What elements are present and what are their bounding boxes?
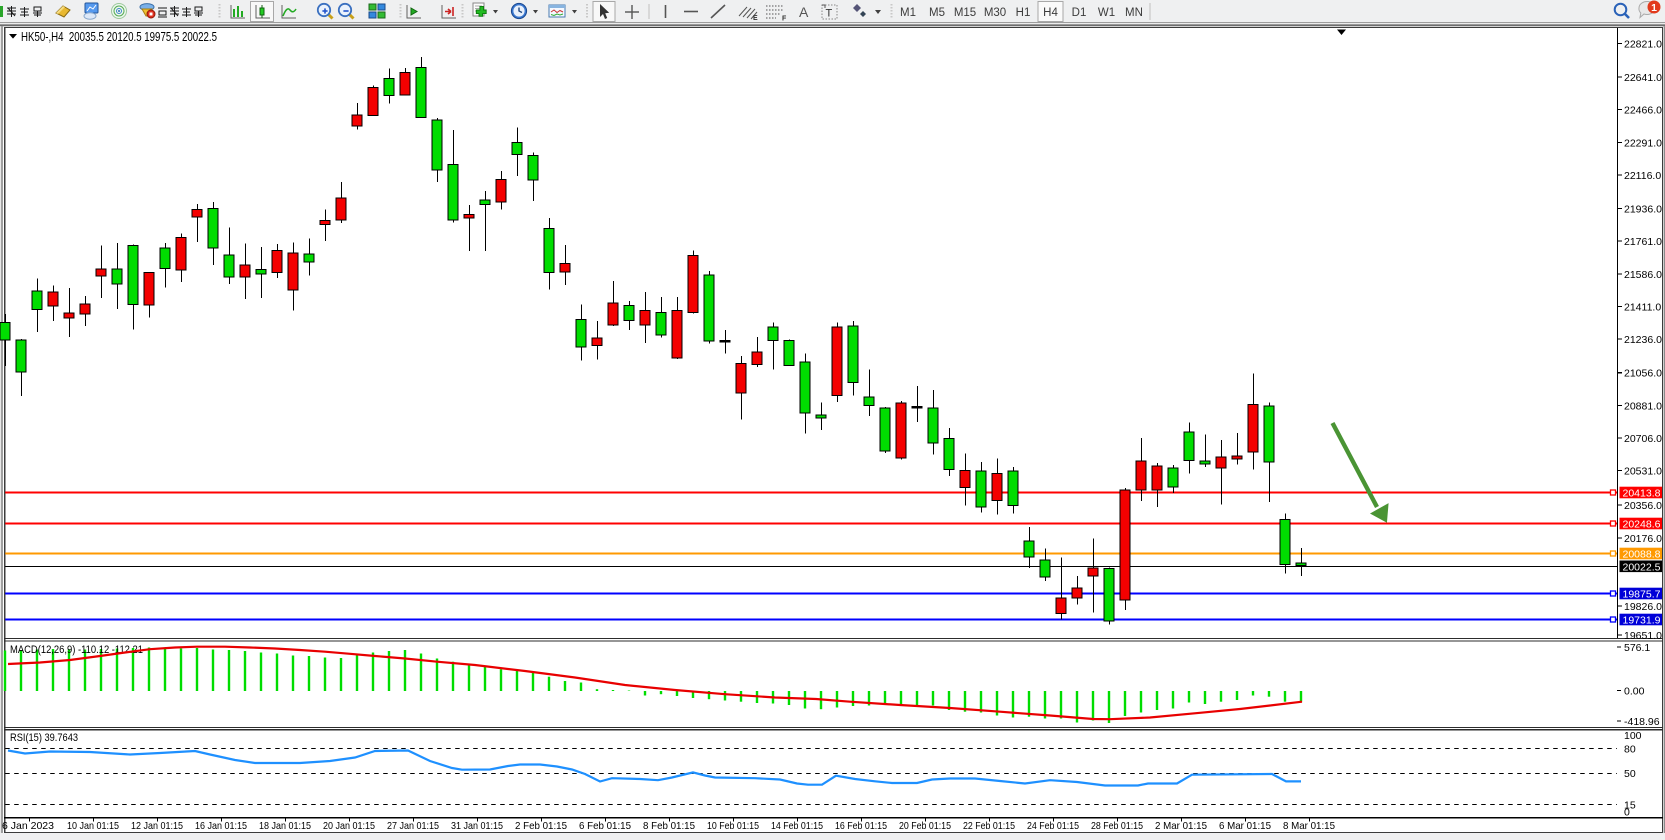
svg-text:HK50-,H4 20035.5 20120.5 1997: HK50-,H4 20035.5 20120.5 19975.5 20022.5 [21, 30, 217, 44]
svg-text:19651.0: 19651.0 [1624, 630, 1662, 642]
svg-text:50: 50 [1624, 768, 1636, 780]
svg-text:H1: H1 [1016, 7, 1031, 19]
svg-text:D1: D1 [1072, 7, 1087, 19]
svg-text:20881.0: 20881.0 [1624, 400, 1662, 412]
svg-text:M30: M30 [984, 7, 1006, 19]
svg-text:6 Feb 01:15: 6 Feb 01:15 [579, 820, 631, 832]
svg-text:18 Jan 01:15: 18 Jan 01:15 [259, 820, 311, 832]
svg-text:22641.0: 22641.0 [1624, 72, 1662, 84]
svg-text:F: F [782, 16, 787, 23]
svg-text:6 Mar 01:15: 6 Mar 01:15 [1219, 820, 1271, 832]
svg-text:0.00: 0.00 [1624, 686, 1645, 698]
svg-text:100: 100 [1624, 730, 1642, 742]
svg-text:M1: M1 [900, 7, 916, 19]
svg-text:14 Feb 01:15: 14 Feb 01:15 [771, 820, 823, 832]
svg-text:8 Mar 01:15: 8 Mar 01:15 [1283, 820, 1335, 832]
svg-text:E: E [753, 15, 758, 22]
svg-text:21936.0: 21936.0 [1624, 204, 1662, 216]
svg-text:21056.0: 21056.0 [1624, 368, 1662, 380]
svg-text:W1: W1 [1098, 7, 1115, 19]
svg-text:2 Mar 01:15: 2 Mar 01:15 [1155, 820, 1207, 832]
svg-text:19875.7: 19875.7 [1623, 589, 1661, 601]
svg-text:20706.0: 20706.0 [1624, 433, 1662, 445]
svg-text:22821.0: 22821.0 [1624, 38, 1662, 50]
svg-text:2 Feb 01:15: 2 Feb 01:15 [515, 820, 567, 832]
svg-text:20176.0: 20176.0 [1624, 533, 1662, 545]
svg-text:22291.0: 22291.0 [1624, 137, 1662, 149]
svg-text:31 Jan 01:15: 31 Jan 01:15 [451, 820, 503, 832]
svg-text:22116.0: 22116.0 [1624, 170, 1661, 182]
svg-text:20413.8: 20413.8 [1623, 488, 1661, 500]
svg-text:10 Jan 01:15: 10 Jan 01:15 [67, 820, 119, 832]
svg-text:19826.0: 19826.0 [1624, 601, 1662, 613]
svg-text:20531.0: 20531.0 [1624, 466, 1662, 478]
svg-text:20088.8: 20088.8 [1623, 549, 1661, 561]
svg-text:21761.0: 21761.0 [1624, 236, 1662, 248]
svg-text:6 Jan 2023: 6 Jan 2023 [2, 820, 54, 832]
svg-text:0: 0 [1624, 807, 1630, 819]
svg-text:RSI(15) 39.7643: RSI(15) 39.7643 [10, 732, 78, 744]
svg-text:1: 1 [1651, 2, 1657, 14]
svg-text:16 Jan 01:15: 16 Jan 01:15 [195, 820, 247, 832]
svg-text:21411.0: 21411.0 [1624, 301, 1661, 313]
svg-text:20022.5: 20022.5 [1623, 561, 1661, 573]
svg-text:M15: M15 [954, 7, 976, 19]
svg-text:24 Feb 01:15: 24 Feb 01:15 [1027, 820, 1079, 832]
svg-text:16 Feb 01:15: 16 Feb 01:15 [835, 820, 887, 832]
svg-text:12 Jan 01:15: 12 Jan 01:15 [131, 820, 183, 832]
svg-text:22 Feb 01:15: 22 Feb 01:15 [963, 820, 1015, 832]
svg-text:19731.9: 19731.9 [1623, 615, 1661, 627]
svg-text:8 Feb 01:15: 8 Feb 01:15 [643, 820, 695, 832]
svg-text:28 Feb 01:15: 28 Feb 01:15 [1091, 820, 1143, 832]
svg-text:A: A [799, 4, 809, 20]
svg-text:576.1: 576.1 [1624, 642, 1650, 654]
svg-text:20356.0: 20356.0 [1624, 500, 1662, 512]
svg-text:M5: M5 [929, 7, 945, 19]
svg-text:21586.0: 21586.0 [1624, 269, 1662, 281]
svg-text:80: 80 [1624, 744, 1636, 756]
svg-text:MACD(12,26,9) -110.12 -112.21: MACD(12,26,9) -110.12 -112.21 [10, 644, 143, 656]
svg-text:20 Feb 01:15: 20 Feb 01:15 [899, 820, 951, 832]
svg-text:-418.96: -418.96 [1624, 716, 1660, 728]
svg-text:10 Feb 01:15: 10 Feb 01:15 [707, 820, 759, 832]
svg-text:H4: H4 [1043, 7, 1058, 19]
svg-text:MN: MN [1125, 7, 1143, 19]
svg-text:15: 15 [1624, 800, 1636, 812]
svg-text:21236.0: 21236.0 [1624, 334, 1662, 346]
svg-text:T: T [826, 8, 833, 20]
svg-text:27 Jan 01:15: 27 Jan 01:15 [387, 820, 439, 832]
svg-text:22466.0: 22466.0 [1624, 105, 1662, 117]
svg-text:20248.6: 20248.6 [1623, 519, 1661, 531]
svg-text:20 Jan 01:15: 20 Jan 01:15 [323, 820, 375, 832]
